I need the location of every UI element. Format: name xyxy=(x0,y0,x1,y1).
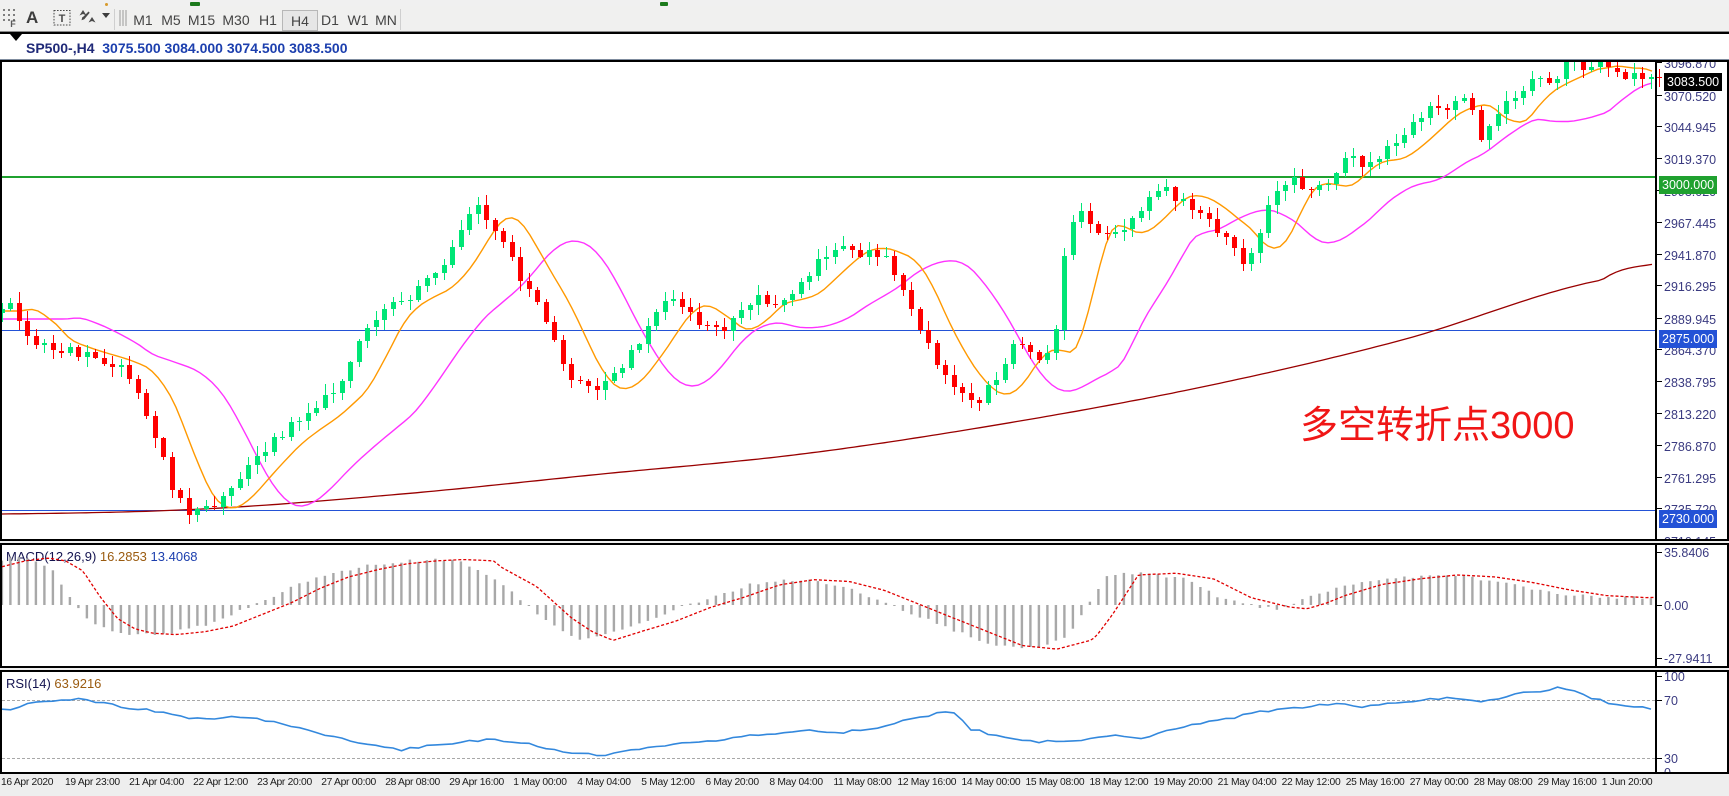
svg-text:F: F xyxy=(10,19,16,27)
svg-text:T: T xyxy=(59,13,66,25)
